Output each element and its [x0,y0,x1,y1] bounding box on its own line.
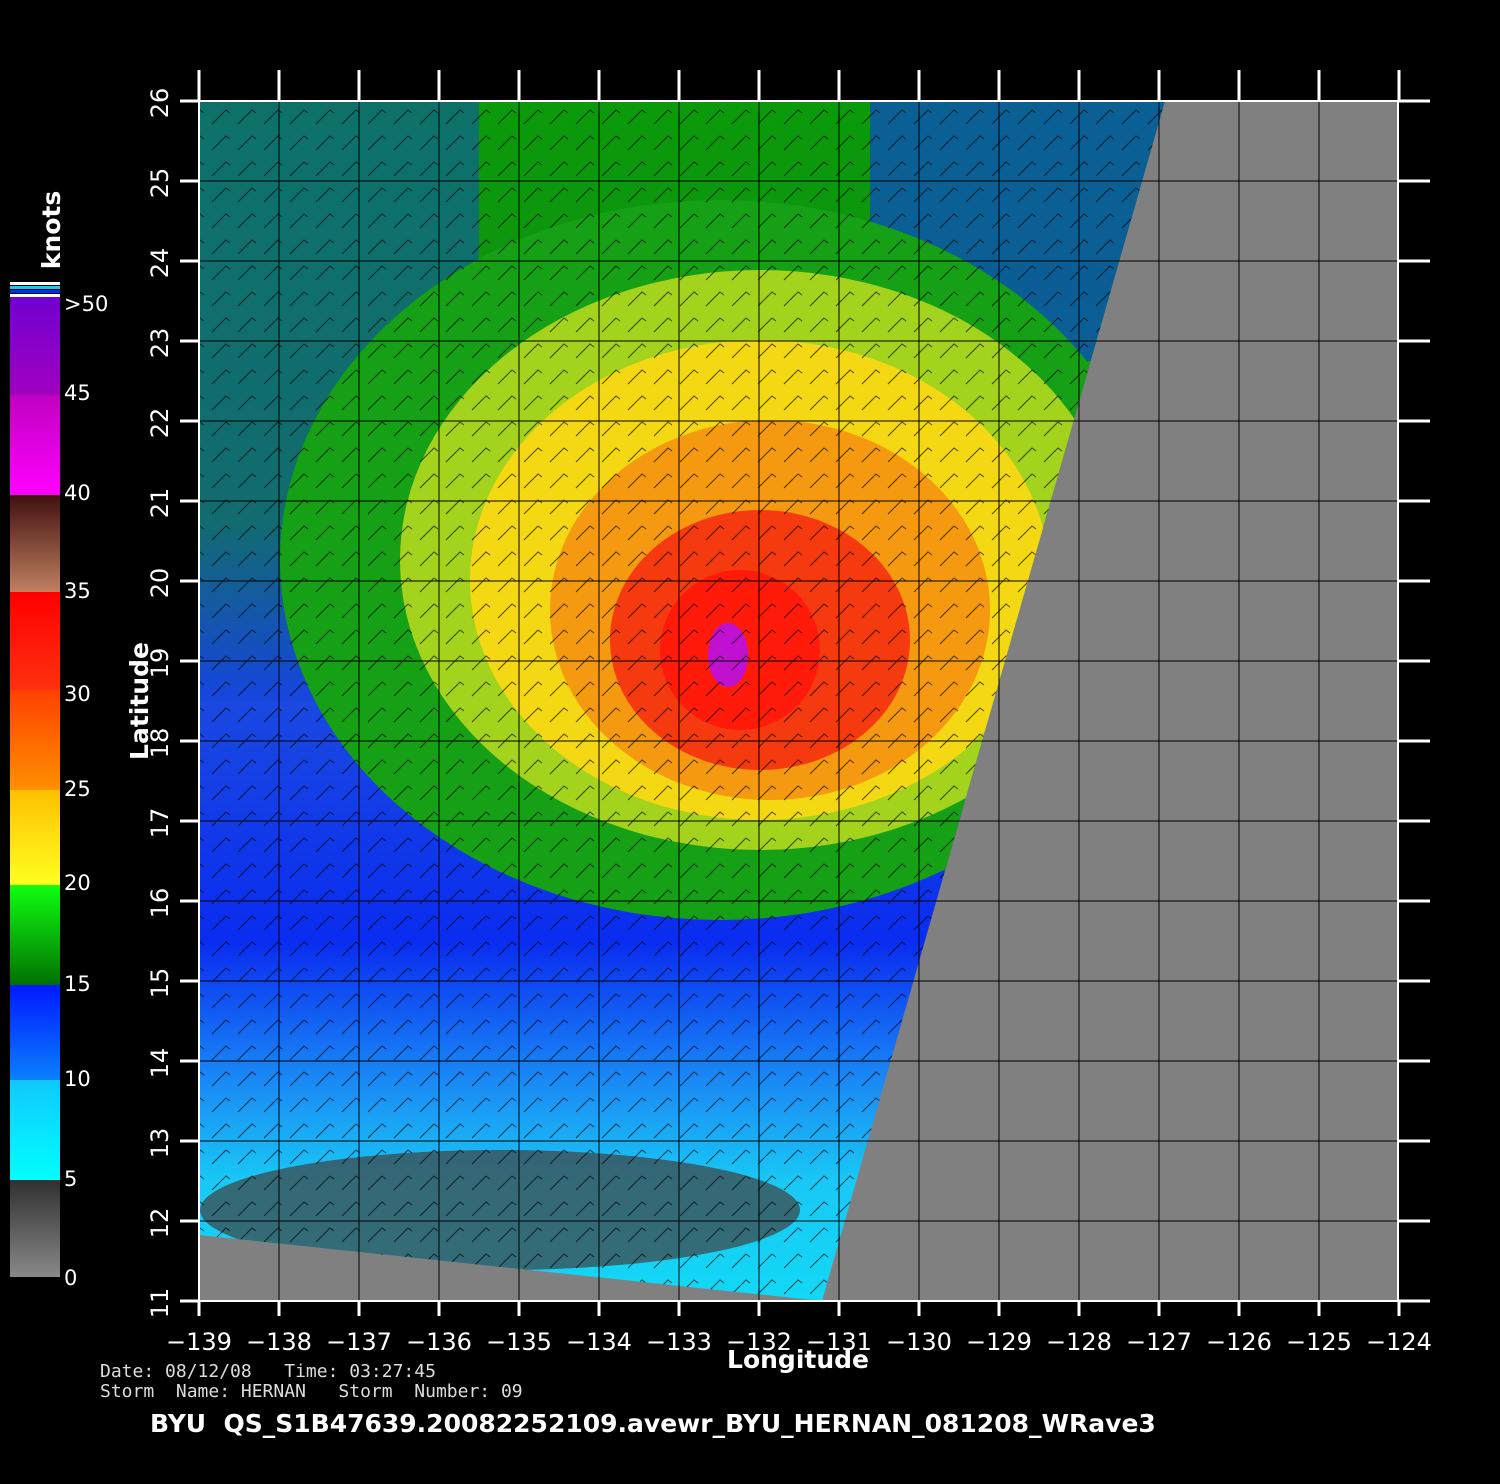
y-tick-label: 21 [146,488,174,519]
colorbar-segment [10,1080,60,1180]
colorbar-segment [10,690,60,790]
y-axis-label: Latitude [125,642,154,760]
x-tick-label: −124 [1366,1328,1432,1356]
colorbar-segment [10,395,60,495]
x-tick-label: −128 [1046,1328,1112,1356]
footer-caption: BYU QS_S1B47639.20082252109.avewr_BYU_HE… [150,1409,1156,1438]
colorbar-segment [10,790,60,885]
y-tick-label: 12 [146,1208,174,1239]
x-tick-label: −135 [486,1328,552,1356]
colorbar-segment [10,885,60,985]
colorbar-label: 0 [64,1266,77,1290]
footer-storm: Storm Name: HERNAN Storm Number: 09 [100,1381,523,1402]
y-tick-label: 24 [146,248,174,279]
colorbar-label: 40 [64,481,91,505]
colorbar-label: 20 [64,871,91,895]
colorbar-label: 10 [64,1067,91,1091]
colorbar-label: >50 [64,292,108,316]
y-tick-label: 13 [146,1128,174,1159]
colorbar-cap [10,282,60,285]
x-tick-label: −132 [726,1328,792,1356]
colorbar-label: 25 [64,777,91,801]
x-tick-label: −136 [406,1328,472,1356]
y-tick-label: 19 [146,648,174,679]
colorbar-segment [10,495,60,592]
plot-frame [198,100,1399,1302]
colorbar: 0 5 10 15 20 25 30 35 40 45 >50 [10,282,108,1290]
x-tick-label: −129 [966,1328,1032,1356]
colorbar-title: knots [37,191,66,269]
colorbar-label: 45 [64,381,91,405]
colorbar-label: 15 [64,972,91,996]
x-tick-label: −126 [1206,1328,1272,1356]
colorbar-segment [10,1180,60,1277]
colorbar-segment [10,297,60,395]
y-tick-label: 11 [146,1288,174,1319]
x-tick-label: −127 [1126,1328,1192,1356]
x-tick-label: −139 [166,1328,232,1356]
x-tick-label: −131 [806,1328,872,1356]
x-tick-label: −138 [246,1328,312,1356]
colorbar-cap [10,286,60,289]
x-tick-label: −125 [1286,1328,1352,1356]
grid [199,101,1398,1301]
y-tick-label: 16 [146,888,174,919]
y-tick-label: 14 [146,1048,174,1079]
y-tick-label: 17 [146,808,174,839]
y-tick-label: 18 [146,728,174,759]
y-tick-label: 20 [146,568,174,599]
y-tick-label: 22 [146,408,174,439]
y-tick-label: 23 [146,328,174,359]
colorbar-label: 35 [64,579,91,603]
footer-date: Date: 08/12/08 Time: 03:27:45 [100,1361,436,1382]
x-axis-label: Longitude [727,1345,869,1374]
colorbar-label: 5 [64,1167,77,1191]
y-tick-label: 26 [146,88,174,119]
colorbar-segment [10,592,60,690]
colorbar-segment [10,985,60,1080]
colorbar-cap [10,290,60,293]
y-tick-label: 15 [146,968,174,999]
x-tick-label: −134 [566,1328,632,1356]
colorbar-cap [10,294,60,297]
y-tick-label: 25 [146,168,174,199]
x-tick-label: −130 [886,1328,952,1356]
colorbar-label: 30 [64,682,91,706]
x-tick-label: −133 [646,1328,712,1356]
x-tick-label: −137 [326,1328,392,1356]
